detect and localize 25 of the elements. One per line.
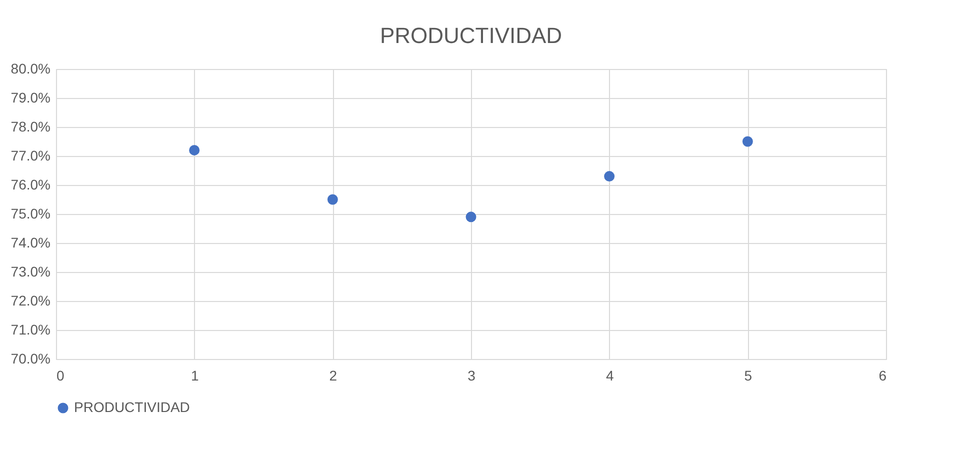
x-tick-label: 2 [329, 368, 338, 384]
x-tick-label: 3 [468, 368, 476, 384]
y-tick-label: 75.0% [10, 206, 50, 222]
y-tick-label: 74.0% [10, 234, 50, 250]
point [189, 144, 200, 156]
point [327, 194, 338, 205]
y-tick-label: 72.0% [10, 292, 50, 308]
y-tick-label: 73.0% [10, 264, 50, 280]
x-tick-label: 6 [878, 368, 887, 384]
y-tick-label: 76.0% [10, 176, 50, 192]
y-tick-label: 79.0% [10, 90, 50, 106]
x-tick-label: 0 [56, 368, 64, 384]
x-tick-label: 5 [744, 368, 752, 384]
y-tick-label: 78.0% [10, 118, 50, 134]
y-tick-label: 71.0% [10, 322, 50, 338]
legend-label: PRODUCTIVIDAD [74, 399, 190, 415]
point [466, 212, 476, 222]
x-tick-label: 1 [190, 368, 199, 384]
chart-title: PRODUCTIVIDAD [380, 23, 562, 48]
point [604, 171, 615, 182]
x-tick-label: 4 [606, 368, 614, 384]
y-tick-label: 80.0% [10, 60, 50, 76]
point [742, 136, 753, 147]
y-tick-label: 77.0% [10, 148, 50, 164]
y-tick-label: 70.0% [10, 350, 50, 366]
